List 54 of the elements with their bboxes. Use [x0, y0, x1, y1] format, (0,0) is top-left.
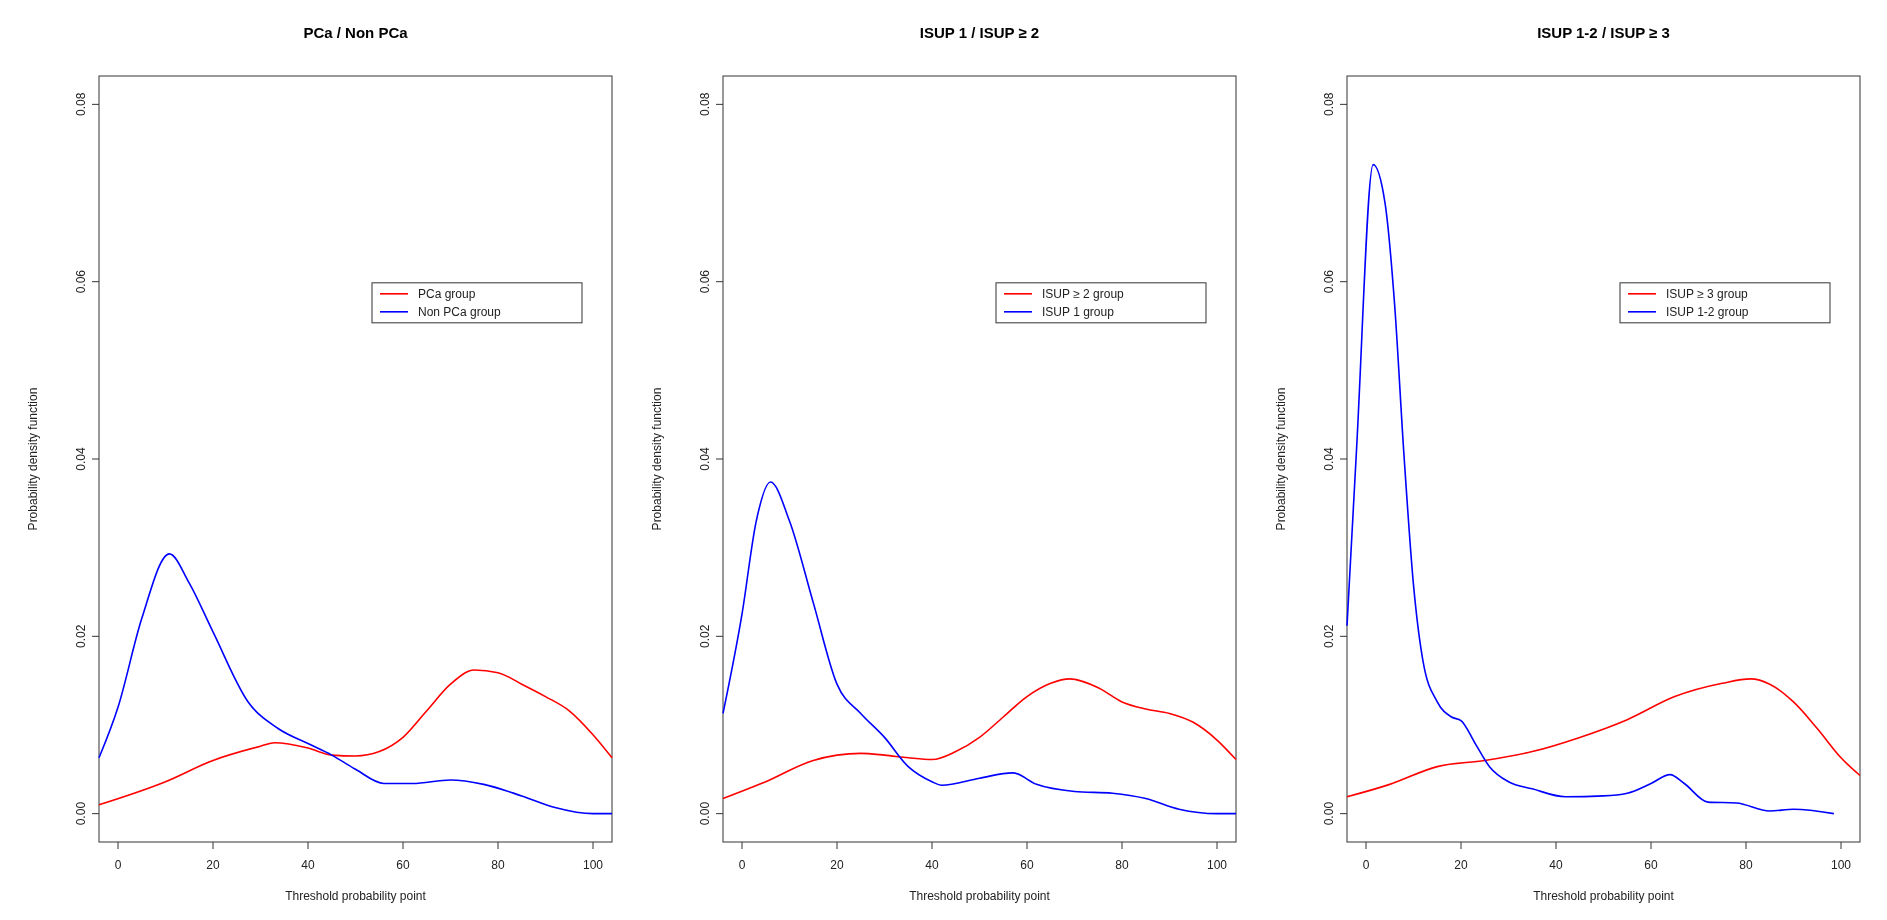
- y-tick-label: 0.00: [74, 801, 88, 826]
- x-axis-title: Threshold probability point: [1533, 889, 1675, 903]
- y-tick-label: 0.06: [1322, 269, 1336, 294]
- line-series: [98, 553, 613, 815]
- legend-label: ISUP ≥ 2 group: [1042, 286, 1125, 301]
- x-axis-title: Threshold probability point: [285, 889, 427, 903]
- line-series: [722, 481, 1237, 815]
- legend-label: Non PCa group: [418, 304, 502, 319]
- x-tick-label: 20: [1454, 858, 1468, 872]
- x-tick-label: 0: [114, 858, 122, 872]
- y-axis-title: Probability density function: [26, 387, 40, 531]
- y-tick-label: 0.04: [74, 447, 88, 471]
- x-tick-label: 20: [206, 858, 220, 872]
- y-tick-label: 0.00: [1322, 801, 1336, 826]
- y-tick-label: 0.06: [74, 269, 88, 294]
- y-axis-title: Probability density function: [1274, 387, 1288, 531]
- x-tick-label: 100: [582, 858, 604, 872]
- line-series: [98, 669, 613, 806]
- y-tick-label: 0.04: [1322, 447, 1336, 471]
- x-tick-label: 100: [1830, 858, 1852, 872]
- x-tick-label: 20: [830, 858, 844, 872]
- y-axis-title: Probability density function: [650, 387, 664, 531]
- legend-label: PCa group: [418, 286, 476, 301]
- x-tick-label: 80: [491, 858, 505, 872]
- x-tick-label: 100: [1206, 858, 1228, 872]
- x-tick-label: 60: [1644, 858, 1658, 872]
- line-series: [1346, 678, 1861, 798]
- chart-title: ISUP 1 / ISUP ≥ 2: [919, 24, 1040, 41]
- x-tick-label: 40: [925, 858, 939, 872]
- x-axis-title: Threshold probability point: [909, 889, 1051, 903]
- line-series: [722, 678, 1237, 800]
- x-tick-label: 60: [1020, 858, 1034, 872]
- x-tick-label: 80: [1115, 858, 1129, 872]
- y-tick-label: 0.06: [698, 269, 712, 294]
- y-tick-label: 0.02: [1322, 624, 1336, 648]
- legend-label: ISUP 1 group: [1042, 304, 1115, 319]
- y-tick-label: 0.08: [74, 92, 88, 117]
- y-tick-label: 0.08: [1322, 92, 1336, 117]
- y-tick-label: 0.08: [698, 92, 712, 117]
- x-tick-label: 60: [396, 858, 410, 872]
- y-tick-label: 0.00: [698, 801, 712, 826]
- y-tick-label: 0.02: [698, 624, 712, 648]
- x-tick-label: 40: [301, 858, 315, 872]
- y-tick-label: 0.04: [698, 447, 712, 471]
- legend-label: ISUP 1-2 group: [1666, 304, 1749, 319]
- x-tick-label: 0: [738, 858, 746, 872]
- chart-title: ISUP 1-2 / ISUP ≥ 3: [1537, 24, 1670, 41]
- legend-label: ISUP ≥ 3 group: [1666, 286, 1749, 301]
- line-series: [1346, 163, 1835, 815]
- x-tick-label: 0: [1362, 858, 1370, 872]
- chart-title: PCa / Non PCa: [303, 24, 409, 41]
- y-tick-label: 0.02: [74, 624, 88, 648]
- x-tick-label: 80: [1739, 858, 1753, 872]
- x-tick-label: 40: [1549, 858, 1563, 872]
